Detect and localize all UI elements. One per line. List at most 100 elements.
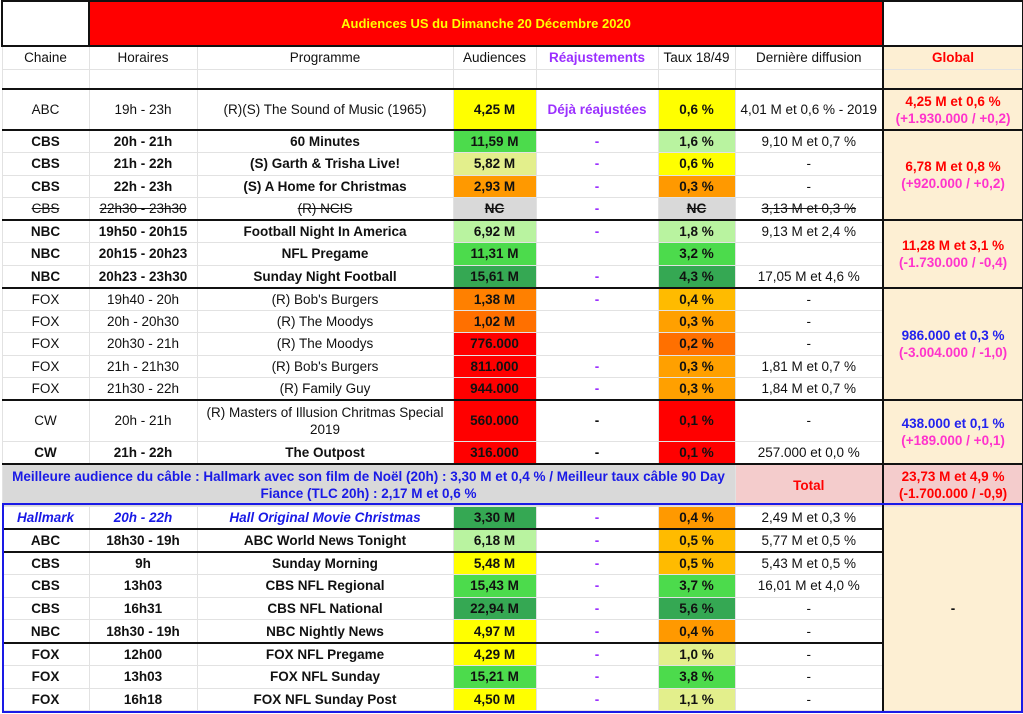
readjustment-cell: Déjà réajustées [535, 88, 659, 131]
table-row: NBC 20h15 - 20h23 NFL Pregame 11,31 M 3,2 % [1, 242, 1023, 266]
header-chaine: Chaine [1, 45, 90, 70]
program-cell: (R) Masters of Illusion Chritmas Special… [196, 399, 454, 442]
time-cell: 16h18 [88, 687, 198, 712]
global-change: (-1.730.000 / -0,4) [899, 254, 1008, 270]
program-cell: (R) The Moodys [196, 332, 454, 356]
program-cell: (R) Family Guy [196, 377, 454, 401]
last-airing-cell: - [734, 596, 884, 621]
last-airing-cell: 2,49 M et 0,3 % [734, 506, 884, 530]
program-cell: NFL Pregame [196, 242, 454, 266]
readjustment-cell: - [535, 687, 659, 712]
channel-cell: FOX [1, 377, 90, 401]
global-change: (+189.000 / +0,1) [901, 432, 1005, 448]
last-airing-cell: 17,05 M et 4,6 % [734, 264, 884, 288]
audience-cell: 1,38 M [452, 286, 537, 311]
rating-cell: 0,5 % [657, 550, 736, 576]
time-cell: 20h30 - 21h [88, 332, 198, 356]
last-airing-cell: 1,84 M et 0,7 % [734, 377, 884, 401]
rating-cell: 0,6 % [657, 88, 736, 131]
table-row: CBS 21h - 22h (S) Garth & Trisha Live! 5,82… [1, 152, 1023, 176]
readjustment-cell: - [535, 574, 659, 598]
time-cell: 12h00 [88, 641, 198, 666]
program-cell: (R)(S) The Sound of Music (1965) [196, 88, 454, 131]
program-cell: The Outpost [196, 440, 454, 464]
rating-cell: 0,6 % [657, 152, 736, 176]
channel-cell: CBS [1, 596, 90, 621]
rating-cell: 0,2 % [657, 332, 736, 356]
global-value: 4,25 M et 0,6 % [905, 93, 1001, 109]
time-cell: 20h15 - 20h23 [88, 242, 198, 266]
rating-cell: 3,7 % [657, 574, 736, 598]
global-cell: 11,28 M et 3,1 % (-1.730.000 / -0,4) [882, 219, 1023, 288]
audience-cell: 4,29 M [452, 641, 537, 666]
time-cell: 21h - 22h [88, 440, 198, 464]
readjustment-cell: - [535, 286, 659, 311]
table-row: CW 20h - 21h (R) Masters of Illusion Chrit… [1, 399, 1023, 464]
last-airing-cell: - [734, 286, 884, 311]
readjustment-cell: - [535, 440, 659, 464]
global-value: 6,78 M et 0,8 % [905, 159, 1001, 174]
time-cell: 18h30 - 19h [88, 619, 198, 644]
table-row: CBS 13h03 CBS NFL Regional 15,43 M -3,7 % 16,… [1, 574, 1023, 598]
channel-cell: ABC [1, 528, 90, 553]
time-cell: 22h30 - 23h30 [88, 197, 198, 221]
time-cell: 13h03 [88, 664, 198, 689]
channel-cell: NBC [1, 619, 90, 644]
program-cell: Hall Original Movie Christmas [196, 506, 454, 530]
global-value: 986.000 et 0,3 % [901, 327, 1005, 343]
blank-cell [535, 68, 659, 90]
time-cell: 21h - 22h [88, 152, 198, 176]
last-airing-cell: 3,13 M et 0,3 % [734, 197, 884, 221]
last-airing-cell: - [734, 687, 884, 712]
program-cell: (S) A Home for Christmas [196, 174, 454, 198]
audience-cell: 944.000 [452, 377, 537, 401]
program-cell: FOX NFL Sunday Post [196, 687, 454, 712]
channel-cell: CBS [1, 129, 90, 153]
rating-cell: 0,1 % [657, 399, 736, 442]
time-cell: 21h30 - 22h [88, 377, 198, 401]
audience-cell: 22,94 M [452, 596, 537, 621]
audience-cell: 15,61 M [452, 264, 537, 288]
time-cell: 13h03 [88, 574, 198, 598]
readjustment-cell: - [535, 219, 659, 243]
table-row: CBS 22h - 23h (S) A Home for Christmas 2,93… [1, 174, 1023, 198]
header-reajustements: Réajustements [535, 45, 659, 70]
last-airing-cell: 4,01 M et 0,6 % - 2019 [734, 88, 884, 131]
readjustment-cell [535, 242, 659, 266]
rating-cell: 0,3 % [657, 354, 736, 378]
channel-cell: CBS [1, 550, 90, 576]
readjustment-cell: - [535, 641, 659, 666]
table-row: FOX 21h30 - 22h (R) Family Guy 944.000-0,3 … [1, 377, 1023, 401]
time-cell: 20h - 21h [88, 129, 198, 153]
last-airing-cell: - [734, 399, 884, 442]
program-cell: Sunday Night Football [196, 264, 454, 288]
audience-cell: NC [452, 197, 537, 221]
rating-cell: NC [657, 197, 736, 221]
audience-cell: 560.000 [452, 399, 537, 442]
last-airing-cell: 16,01 M et 4,0 % [734, 574, 884, 598]
channel-cell: NBC [1, 264, 90, 288]
rating-cell: 0,4 % [657, 286, 736, 311]
rating-cell: 0,1 % [657, 440, 736, 464]
channel-cell: CBS [1, 174, 90, 198]
time-cell: 20h - 20h30 [88, 309, 198, 333]
program-cell: CBS NFL National [196, 596, 454, 621]
global-change: (-3.004.000 / -1,0) [899, 344, 1008, 360]
channel-cell: ABC [1, 88, 90, 131]
readjustment-cell [535, 332, 659, 356]
readjustment-cell: - [535, 506, 659, 530]
time-cell: 21h - 21h30 [88, 354, 198, 378]
program-cell: Sunday Morning [196, 550, 454, 576]
readjustment-cell: - [535, 129, 659, 153]
program-cell: (R) Bob's Burgers [196, 354, 454, 378]
last-airing-cell [734, 242, 884, 266]
last-airing-cell: - [734, 619, 884, 644]
last-airing-cell: - [734, 309, 884, 333]
time-cell: 20h23 - 23h30 [88, 264, 198, 288]
last-airing-cell: 9,10 M et 0,7 % [734, 129, 884, 153]
global-cell: 438.000 et 0,1 % (+189.000 / +0,1) [882, 399, 1023, 464]
rating-cell: 1,8 % [657, 219, 736, 243]
readjustment-cell: - [535, 197, 659, 221]
program-cell: Football Night In America [196, 219, 454, 243]
